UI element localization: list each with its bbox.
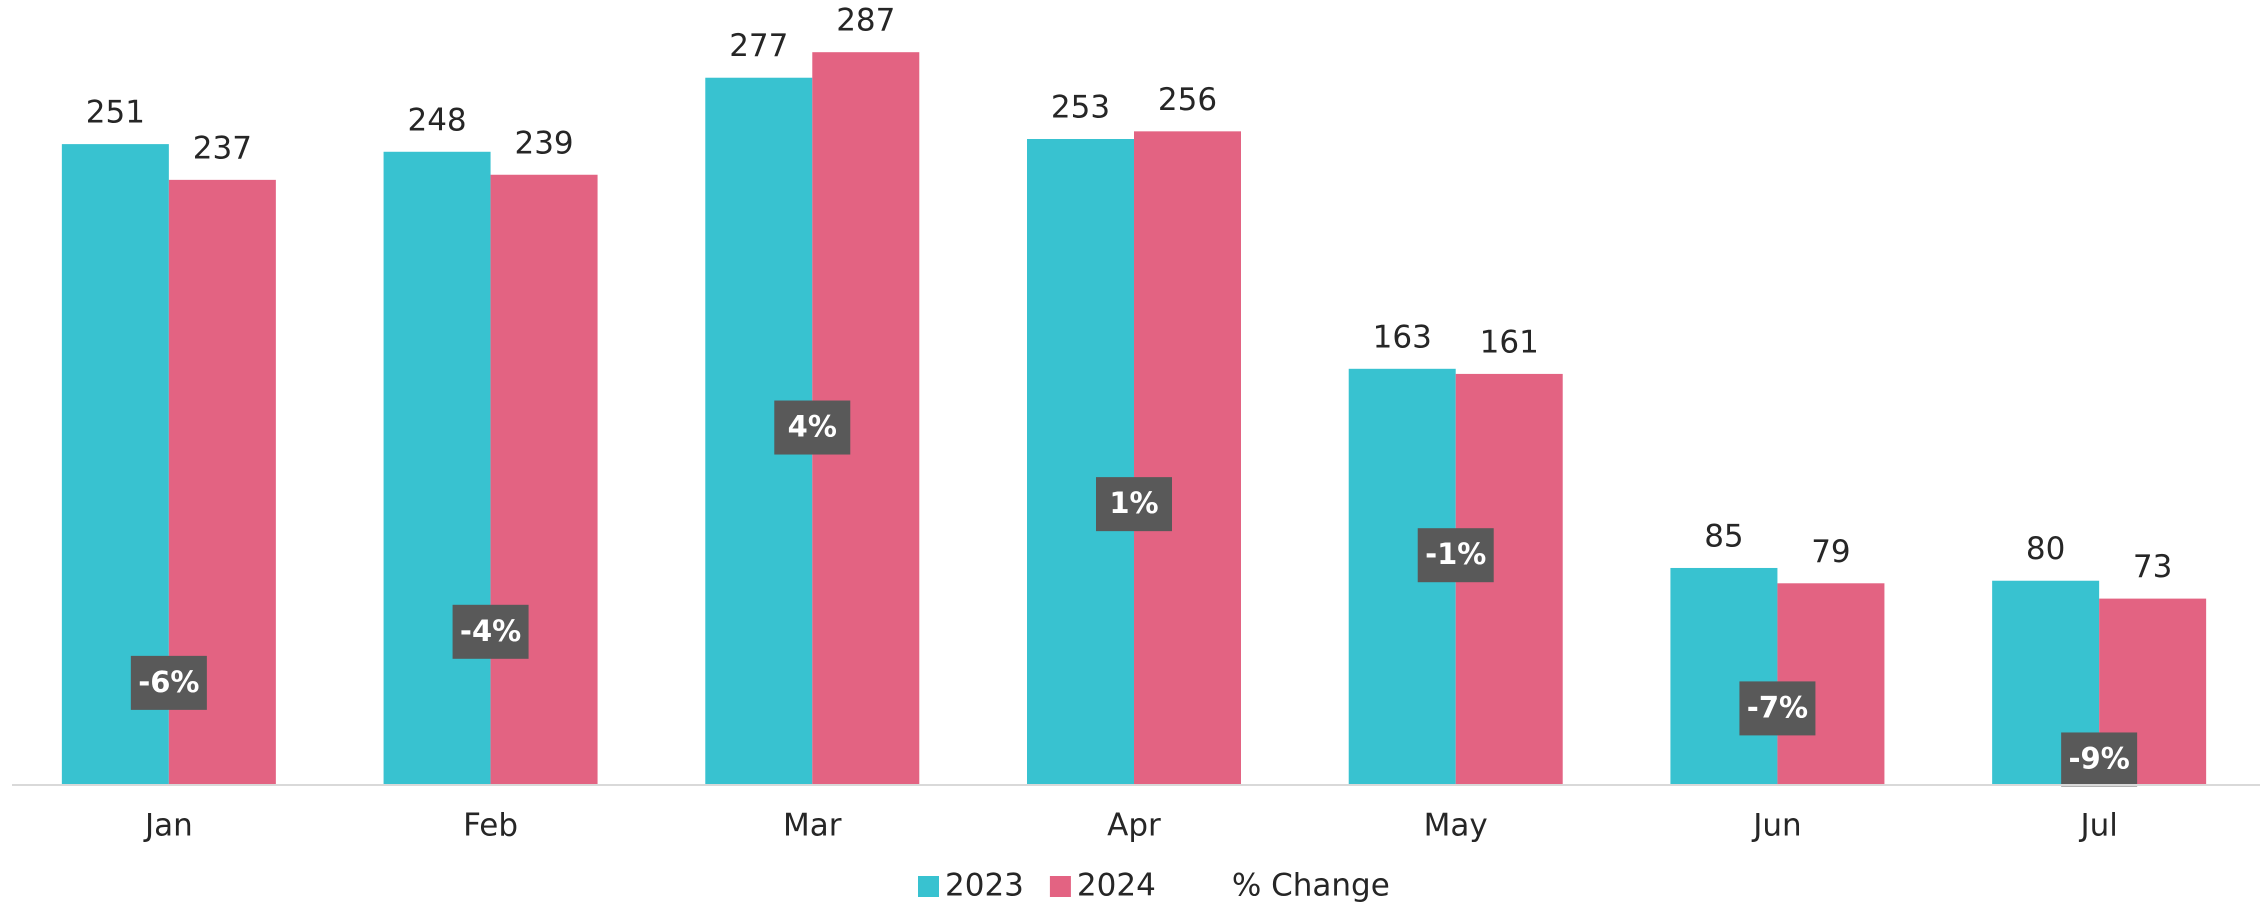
x-tick-label: Feb (463, 808, 518, 844)
value-label: 277 (729, 28, 788, 64)
change-marker (130, 655, 207, 710)
value-label: 253 (1051, 90, 1110, 126)
change-label: 4% (788, 410, 837, 444)
bar (1027, 139, 1134, 786)
change-label: -1% (1425, 537, 1486, 571)
change-label: -4% (460, 614, 521, 648)
x-tick-label: Jan (143, 808, 193, 844)
change-marker (1096, 477, 1172, 532)
value-label: 287 (836, 3, 895, 39)
value-label: 256 (1158, 82, 1217, 118)
legend-swatch (918, 876, 939, 897)
value-label: 85 (1704, 518, 1743, 554)
legend-swatch (1049, 876, 1071, 897)
legend-label: 2024 (1077, 868, 1156, 903)
value-label: 161 (1480, 324, 1539, 360)
legend-label: 2023 (945, 868, 1024, 903)
bar (1134, 131, 1241, 785)
change-label: -6% (138, 665, 199, 699)
change-label: -9% (2069, 741, 2130, 775)
x-tick-label: Apr (1107, 808, 1161, 844)
change-marker (452, 604, 529, 659)
bar (383, 151, 491, 786)
change-marker (774, 400, 851, 455)
value-label: 239 (514, 125, 573, 161)
value-label: 248 (407, 102, 466, 138)
value-label: 251 (86, 95, 145, 131)
change-label: -7% (1747, 690, 1808, 724)
value-label: 79 (1811, 534, 1850, 570)
value-label: 73 (2133, 549, 2172, 585)
value-label: 163 (1373, 319, 1432, 355)
value-label: 237 (193, 130, 252, 166)
x-tick-label: Jun (1751, 808, 1801, 844)
value-label: 80 (2026, 531, 2065, 567)
change-marker (1739, 681, 1816, 736)
change-label: 1% (1109, 486, 1158, 520)
x-tick-label: Mar (783, 808, 842, 844)
x-tick-label: Jul (2078, 808, 2117, 844)
x-tick-label: May (1424, 808, 1488, 844)
change-marker (2061, 732, 2138, 787)
bar (490, 174, 598, 786)
change-marker (1417, 528, 1494, 583)
bar (1670, 567, 1778, 785)
legend-label: % Change (1232, 868, 1390, 903)
